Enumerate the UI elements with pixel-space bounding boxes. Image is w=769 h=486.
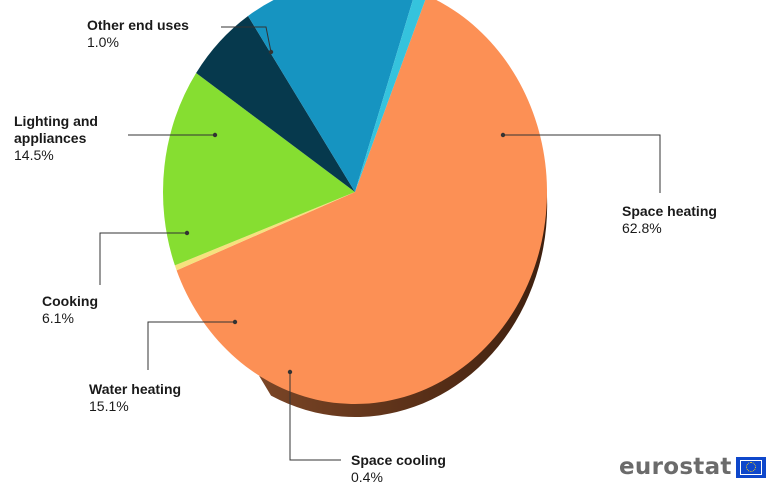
pie-slice-other-end-uses [355,0,426,192]
label-water-heating: Water heating 15.1% [89,381,181,415]
label-percent: 14.5% [14,147,54,163]
label-name: Cooking [42,293,98,309]
eurostat-wordmark: eurostat [619,454,732,480]
label-percent: 0.4% [351,469,383,485]
leader-dot-cooking [184,230,190,236]
leader-dot-space-heating [500,132,506,138]
pie-slice-lighting-and-appliances [248,0,413,192]
label-space-heating: Space heating 62.8% [622,203,717,237]
label-name: Space heating [622,203,717,219]
eurostat-logo: eurostat [619,452,766,482]
label-percent: 1.0% [87,34,119,50]
label-cooking: Cooking 6.1% [42,293,98,327]
pie-slice-cooking [196,15,355,192]
pie-slices [163,0,548,418]
pie-slice-space-heating [176,0,547,404]
label-percent: 15.1% [89,398,129,414]
leader-dots [184,49,506,375]
leader-dot-space-cooling [287,369,293,375]
label-other-end-uses: Other end uses 1.0% [87,17,189,51]
leader-dot-water-heating [232,319,238,325]
leader-line-cooking [99,232,187,285]
pie-slice-space-cooling [174,192,355,271]
eu-flag-icon [735,456,766,478]
label-name: Other end uses [87,17,189,33]
pie-slice-water-heating [163,72,355,266]
leader-line-water-heating [147,321,235,370]
leader-line-space-cooling [289,372,341,461]
leader-dot-other-end-uses [268,49,274,55]
leader-lines [99,26,661,461]
leader-line-other-end-uses [221,26,272,53]
label-percent: 6.1% [42,310,74,326]
label-percent: 62.8% [622,220,662,236]
leader-line-space-heating [503,134,661,193]
label-name: Space cooling [351,452,446,468]
label-name: Lighting and appliances [14,113,98,146]
label-lighting-and-appliances: Lighting and appliances 14.5% [14,113,144,164]
label-space-cooling: Space cooling 0.4% [351,452,446,486]
leader-dot-lighting [212,132,218,138]
label-name: Water heating [89,381,182,397]
